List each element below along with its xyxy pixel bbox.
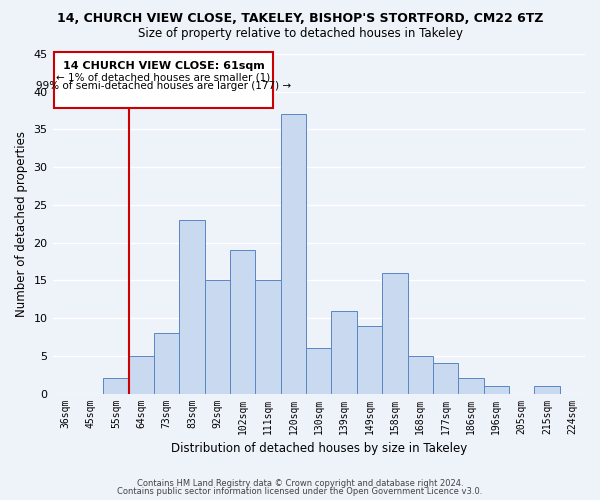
Bar xyxy=(534,386,560,394)
Text: Size of property relative to detached houses in Takeley: Size of property relative to detached ho… xyxy=(137,28,463,40)
Bar xyxy=(433,364,458,394)
Bar xyxy=(281,114,306,394)
Bar xyxy=(407,356,433,394)
Bar xyxy=(128,356,154,394)
Text: 14, CHURCH VIEW CLOSE, TAKELEY, BISHOP'S STORTFORD, CM22 6TZ: 14, CHURCH VIEW CLOSE, TAKELEY, BISHOP'S… xyxy=(57,12,543,26)
Text: 14 CHURCH VIEW CLOSE: 61sqm: 14 CHURCH VIEW CLOSE: 61sqm xyxy=(62,61,265,71)
Text: 99% of semi-detached houses are larger (177) →: 99% of semi-detached houses are larger (… xyxy=(36,81,291,91)
Bar xyxy=(103,378,128,394)
Bar xyxy=(357,326,382,394)
Bar xyxy=(306,348,331,394)
Text: ← 1% of detached houses are smaller (1): ← 1% of detached houses are smaller (1) xyxy=(56,72,271,82)
FancyBboxPatch shape xyxy=(54,52,273,108)
Bar xyxy=(458,378,484,394)
Bar xyxy=(154,333,179,394)
X-axis label: Distribution of detached houses by size in Takeley: Distribution of detached houses by size … xyxy=(170,442,467,455)
Bar xyxy=(230,250,256,394)
Bar xyxy=(382,273,407,394)
Bar xyxy=(205,280,230,394)
Y-axis label: Number of detached properties: Number of detached properties xyxy=(15,131,28,317)
Bar xyxy=(484,386,509,394)
Bar xyxy=(256,280,281,394)
Bar xyxy=(179,220,205,394)
Text: Contains public sector information licensed under the Open Government Licence v3: Contains public sector information licen… xyxy=(118,487,482,496)
Text: Contains HM Land Registry data © Crown copyright and database right 2024.: Contains HM Land Registry data © Crown c… xyxy=(137,478,463,488)
Bar xyxy=(331,310,357,394)
